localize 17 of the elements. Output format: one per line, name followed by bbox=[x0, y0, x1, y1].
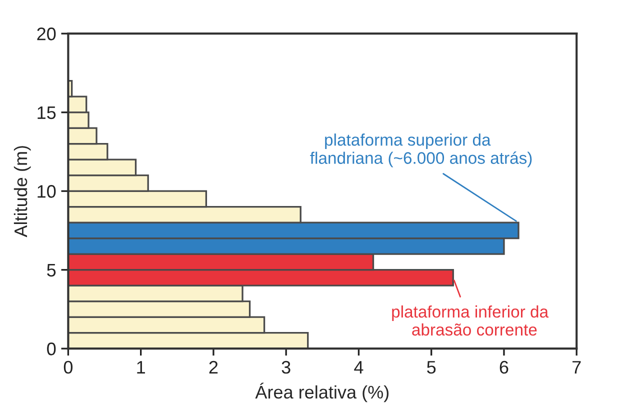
y-tick-label: 20 bbox=[37, 28, 56, 40]
x-tick-label: 5 bbox=[427, 361, 436, 374]
x-tick-label: 7 bbox=[572, 361, 581, 374]
y-tick-label: 5 bbox=[47, 264, 56, 277]
annotation: plataforma inferior da abrasão corrente bbox=[392, 305, 549, 336]
x-axis-title: Área relativa (%) bbox=[255, 382, 389, 402]
x-tick-label: 2 bbox=[209, 360, 218, 374]
x-tick-label: 4 bbox=[354, 361, 364, 374]
y-tick-label: 10 bbox=[38, 185, 56, 198]
x-tick-label: 3 bbox=[282, 360, 290, 374]
x-tick-label: 6 bbox=[500, 360, 508, 374]
y-tick-label: 0 bbox=[47, 342, 56, 356]
y-axis-title: Altitude (m) bbox=[14, 146, 31, 238]
y-tick-label: 15 bbox=[38, 106, 56, 120]
annotation: plataforma superior da flandriana (~6.000 anos atrás) bbox=[310, 134, 532, 168]
x-tick-label: 0 bbox=[64, 360, 73, 374]
x-tick-label: 1 bbox=[137, 361, 145, 374]
